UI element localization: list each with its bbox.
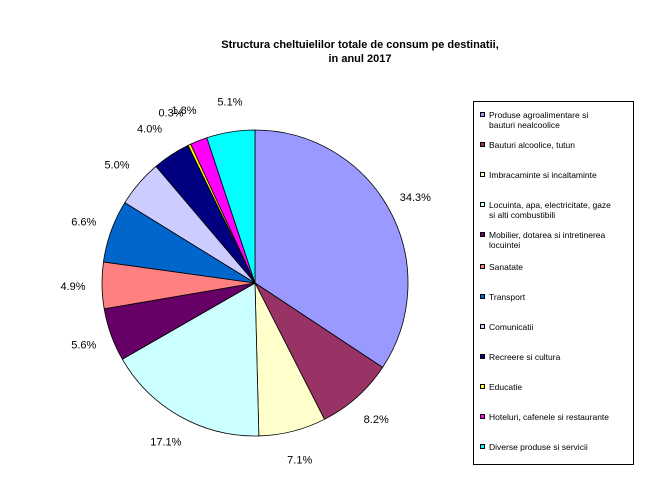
legend-swatch xyxy=(480,324,485,329)
pie-slice xyxy=(121,282,260,437)
legend-label: Comunicatii xyxy=(489,322,534,332)
legend-label: Diverse produse si servicii xyxy=(489,442,588,452)
slice-data-label: 4.9% xyxy=(60,281,85,293)
slice-data-label: 4.0% xyxy=(137,124,162,136)
legend-item: Educatie xyxy=(480,382,632,392)
legend-swatch xyxy=(480,232,485,237)
legend-swatch xyxy=(480,354,485,359)
chart-title: Structura cheltuielilor totale de consum… xyxy=(150,38,570,66)
legend-label: Sanatate xyxy=(489,262,524,272)
chart-title-line-1: Structura cheltuielilor totale de consum… xyxy=(221,39,499,51)
legend-swatch xyxy=(480,202,485,207)
slice-data-label: 34.3% xyxy=(400,192,431,204)
legend-label: Mobilier, dotarea si intretinerea xyxy=(489,230,606,240)
legend-label: bauturi nealcoolice xyxy=(489,120,560,130)
legend-label: Bauturi alcoolice, tutun xyxy=(489,140,575,150)
slice-data-label: 5.0% xyxy=(104,159,129,171)
legend-swatch xyxy=(480,142,485,147)
legend-item: Locuinta, apa, electricitate, gaze si alt… xyxy=(480,200,632,220)
legend-swatch xyxy=(480,264,485,269)
chart-legend: Produse agroalimentare si bauturi nealcoo… xyxy=(473,101,634,465)
legend-item: Produse agroalimentare si bauturi nealcoo… xyxy=(480,110,632,130)
legend-swatch xyxy=(480,384,485,389)
slice-data-label: 7.1% xyxy=(287,454,312,466)
legend-label: Locuinta, apa, electricitate, gaze xyxy=(489,200,611,210)
pie-slice xyxy=(206,129,256,284)
slice-data-label: 5.1% xyxy=(217,96,242,108)
slice-data-label: 5.6% xyxy=(71,340,96,352)
legend-label: locuintei xyxy=(489,240,521,250)
legend-swatch xyxy=(480,414,485,419)
slice-data-label: 1.8% xyxy=(171,105,196,117)
legend-label: Educatie xyxy=(489,382,523,392)
legend-label: Produse agroalimentare si xyxy=(489,110,589,120)
slice-data-label: 8.2% xyxy=(364,414,389,426)
legend-label: si alti combustibili xyxy=(489,210,556,220)
chart-title-line-2: in anul 2017 xyxy=(328,53,392,65)
slice-data-label: 6.6% xyxy=(71,216,96,228)
legend-swatch xyxy=(480,112,485,117)
legend-swatch xyxy=(480,444,485,449)
legend-swatch xyxy=(480,294,485,299)
legend-item: Imbracaminte si incaltaminte xyxy=(480,170,632,180)
legend-item: Hoteluri, cafenele si restaurante xyxy=(480,412,632,422)
legend-label: Recreere si cultura xyxy=(489,352,561,362)
legend-item: Sanatate xyxy=(480,262,632,272)
legend-swatch xyxy=(480,172,485,177)
legend-item: Diverse produse si servicii xyxy=(480,442,632,452)
legend-item: Mobilier, dotarea si intretinerea locuint… xyxy=(480,230,632,250)
legend-item: Comunicatii xyxy=(480,322,632,332)
slice-data-label: 0.3% xyxy=(158,108,183,120)
legend-item: Bauturi alcoolice, tutun xyxy=(480,140,632,150)
legend-item: Transport xyxy=(480,292,632,302)
legend-item: Recreere si cultura xyxy=(480,352,632,362)
legend-label: Imbracaminte si incaltaminte xyxy=(489,170,597,180)
slice-data-label: 17.1% xyxy=(150,437,181,449)
legend-label: Hoteluri, cafenele si restaurante xyxy=(489,412,610,422)
legend-label: Transport xyxy=(489,292,526,302)
